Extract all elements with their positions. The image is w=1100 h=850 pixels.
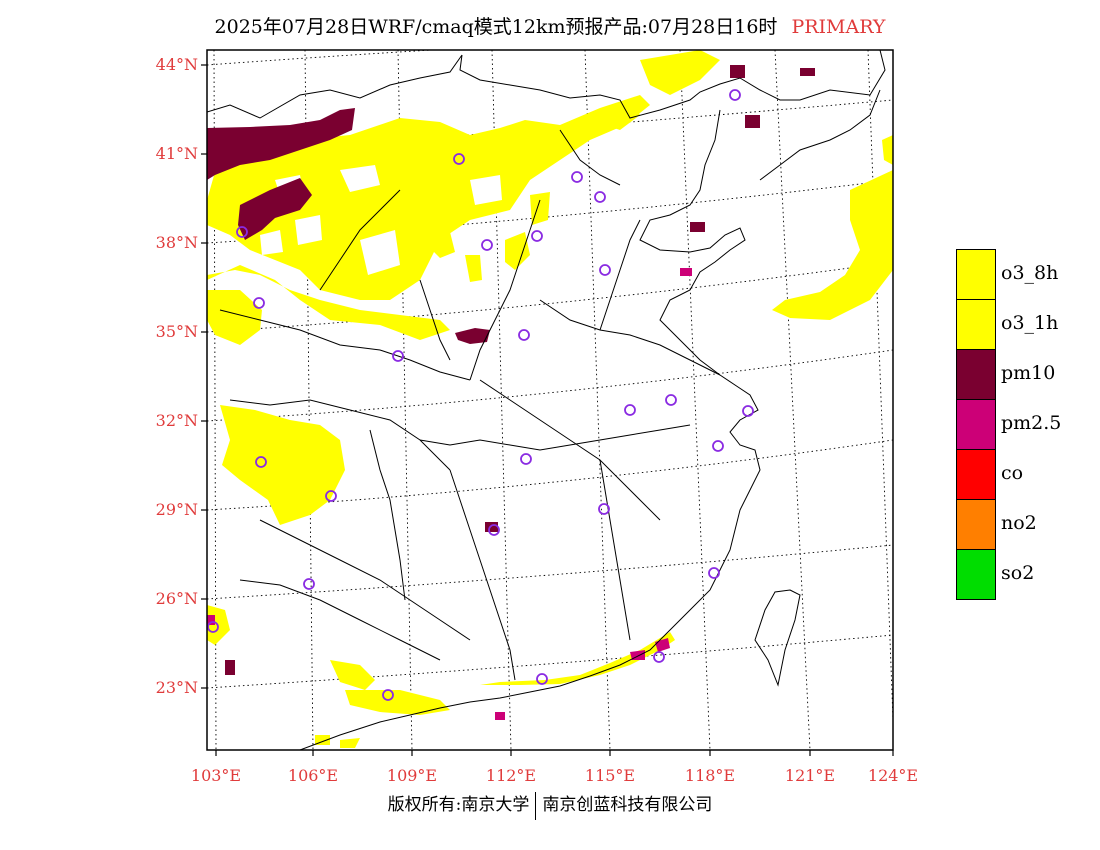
legend-swatch	[956, 249, 996, 300]
legend-label: o3_1h	[1001, 312, 1059, 334]
legend-label: pm10	[1001, 362, 1056, 384]
title-main: 2025年07月28日WRF/cmaq模式12km预报产品:07月28日16时	[214, 16, 778, 38]
lon-label-124: 124°E	[867, 766, 919, 785]
lon-label-121: 121°E	[784, 766, 836, 785]
lat-label-44: 44°N	[155, 55, 198, 74]
lon-label-118: 118°E	[684, 766, 736, 785]
legend-swatch	[956, 449, 996, 500]
lon-label-112: 112°E	[485, 766, 537, 785]
city-markers	[207, 89, 754, 701]
footer-separator	[535, 791, 537, 820]
legend-label: pm2.5	[1001, 412, 1062, 434]
lat-label-26: 26°N	[155, 589, 198, 608]
graticule	[207, 50, 893, 750]
lon-label-106: 106°E	[287, 766, 339, 785]
legend-label: so2	[1001, 562, 1035, 584]
lat-label-23: 23°N	[155, 678, 198, 697]
legend-swatch	[956, 499, 996, 550]
lon-label-115: 115°E	[584, 766, 636, 785]
title-tag: PRIMARY	[791, 16, 886, 38]
lat-label-32: 32°N	[155, 411, 198, 430]
legend-label: co	[1001, 462, 1024, 484]
pm10-areas	[207, 65, 815, 675]
map-title: 2025年07月28日WRF/cmaq模式12km预报产品:07月28日16时 P…	[0, 12, 1100, 39]
lat-label-41: 41°N	[155, 144, 198, 163]
lat-label-38: 38°N	[155, 233, 198, 252]
lon-label-109: 109°E	[386, 766, 438, 785]
copyright-owner: 版权所有:南京大学	[387, 795, 530, 815]
legend-label: no2	[1001, 512, 1037, 534]
o3-areas	[207, 50, 893, 748]
legend-swatch	[956, 399, 996, 450]
legend-swatch	[956, 349, 996, 400]
map-frame	[206, 49, 894, 751]
legend-label: o3_8h	[1001, 262, 1059, 284]
legend-swatch	[956, 299, 996, 350]
copyright-company: 南京创蓝科技有限公司	[542, 795, 713, 815]
boundaries	[207, 50, 886, 750]
lon-label-103: 103°E	[190, 766, 242, 785]
tick-marks	[201, 64, 894, 756]
copyright-footer: 版权所有:南京大学 南京创蓝科技有限公司	[0, 790, 1100, 820]
lat-label-35: 35°N	[155, 322, 198, 341]
lat-label-29: 29°N	[155, 500, 198, 519]
legend-swatch	[956, 549, 996, 600]
